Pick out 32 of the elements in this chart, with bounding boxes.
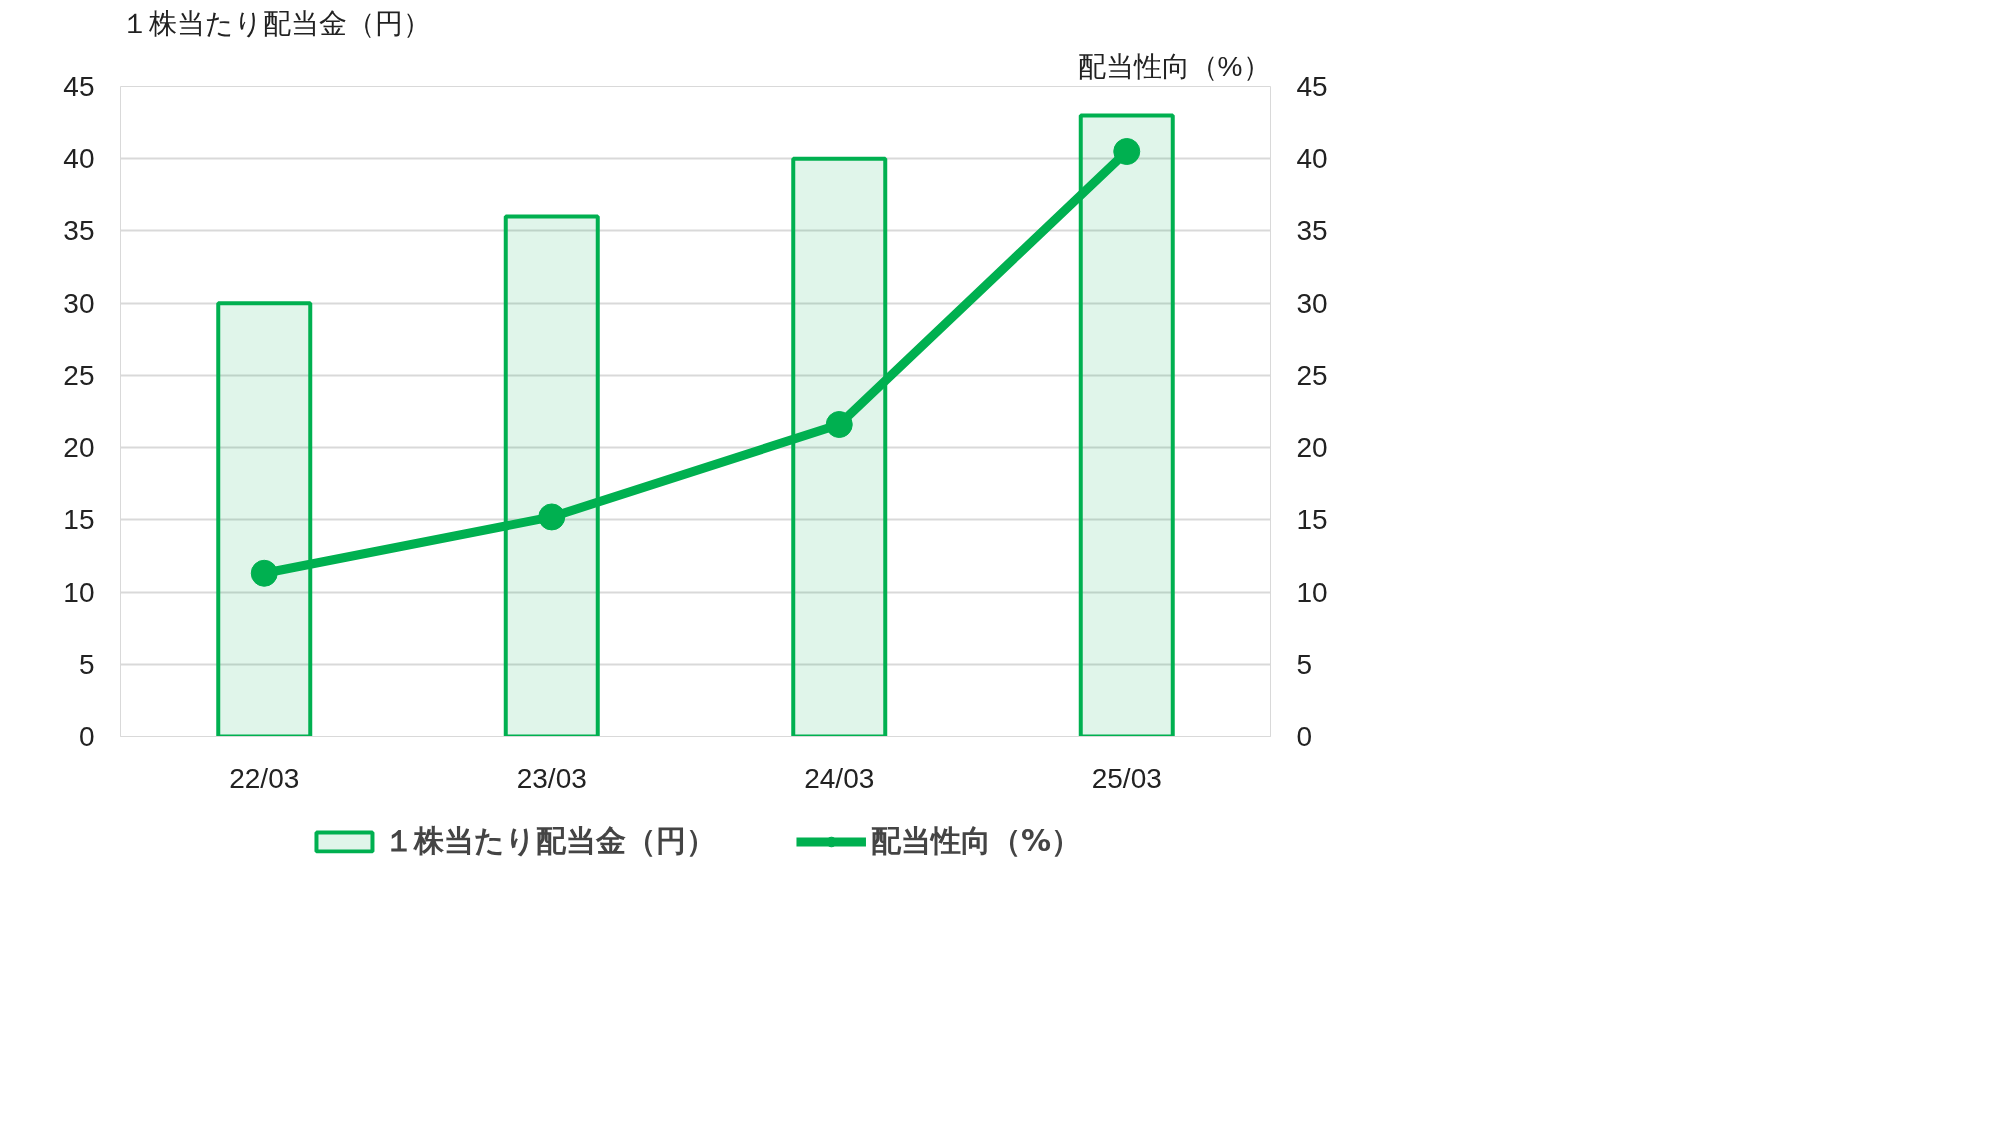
y-tick-label: 20	[63, 432, 95, 464]
y-tick-label: 45	[63, 71, 95, 102]
point	[1113, 138, 1141, 165]
y2-tick-label: 20	[1296, 432, 1328, 464]
y-tick-label: 35	[63, 215, 95, 247]
legend-label: 配当性向（%）	[870, 821, 1082, 860]
point	[538, 503, 566, 531]
y2-tick-label: 25	[1296, 359, 1328, 391]
x-tick-label: 25/03	[1091, 762, 1162, 794]
y-tick-label: 25	[63, 359, 95, 391]
y2-tick-label: 40	[1296, 143, 1328, 175]
point	[250, 559, 278, 587]
y2-tick-label: 5	[1296, 648, 1313, 680]
y-tick-label: 0	[78, 721, 95, 752]
legend-label: １株当たり配当金（円）	[383, 821, 716, 860]
y2-tick-label: 45	[1296, 71, 1328, 102]
y2-tick-label: 0	[1296, 721, 1313, 752]
x-tick-label: 24/03	[804, 762, 875, 794]
y2-tick-label: 35	[1296, 215, 1328, 247]
y2-axis-title: 配当性向（%）	[1077, 50, 1271, 82]
y-axis-title: １株当たり配当金（円）	[120, 7, 431, 39]
x-tick-label: 23/03	[516, 762, 587, 794]
y-tick-label: 5	[78, 648, 95, 680]
y2-tick-label: 30	[1296, 287, 1328, 319]
x-tick-label: 22/03	[229, 762, 300, 794]
y-tick-label: 40	[63, 143, 95, 175]
point	[825, 411, 853, 438]
y-tick-label: 30	[63, 287, 95, 319]
y-tick-label: 15	[63, 504, 95, 536]
y2-tick-label: 15	[1296, 504, 1328, 536]
y2-tick-label: 10	[1296, 576, 1328, 608]
y-tick-label: 10	[63, 576, 95, 608]
